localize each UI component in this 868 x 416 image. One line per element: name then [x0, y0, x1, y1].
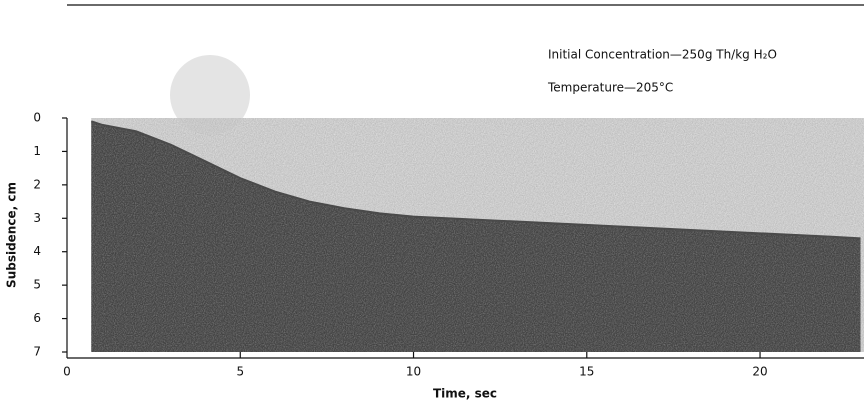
y-tick-label: 7: [33, 345, 41, 359]
y-tick-label: 4: [33, 244, 41, 258]
y-axis-label: Subsidence, cm: [5, 182, 19, 288]
y-tick-label: 5: [33, 278, 41, 292]
y-tick-label: 1: [33, 144, 41, 158]
area: [91, 121, 861, 352]
y-tick-label: 0: [33, 111, 41, 125]
annotation: Temperature—205°C: [547, 81, 673, 95]
x-tick-label: 5: [236, 365, 244, 379]
cloud: [170, 55, 250, 135]
x-tick-label: 0: [63, 365, 71, 379]
plot-area: [90, 118, 864, 352]
x-tick-label: 20: [752, 365, 767, 379]
x-tick-label: 15: [579, 365, 594, 379]
x-tick-label: 10: [406, 365, 421, 379]
y-tick-label: 6: [33, 311, 41, 325]
x-axis-label: Time, sec: [433, 387, 497, 401]
y-tick-label: 3: [33, 211, 41, 225]
y-tick-label: 2: [33, 177, 41, 191]
line: [90, 120, 861, 240]
annotation: Initial Concentration—250g Th/kg H₂O: [548, 48, 777, 62]
